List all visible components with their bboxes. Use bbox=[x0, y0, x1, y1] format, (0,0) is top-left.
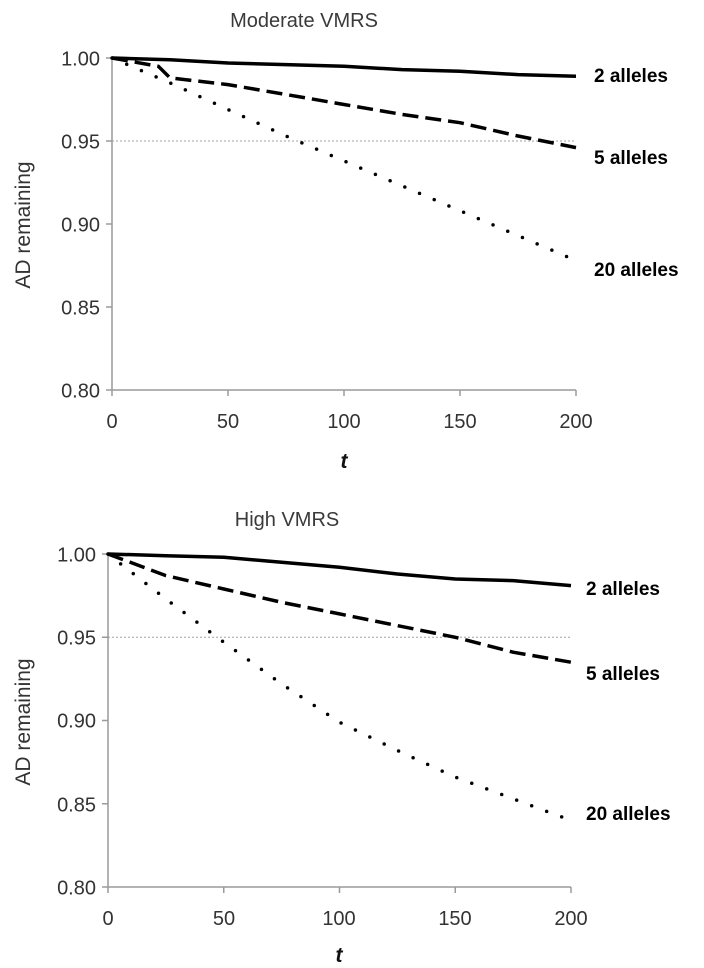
y-axis-label: AD remaining bbox=[12, 658, 35, 785]
plot-area bbox=[106, 56, 578, 396]
x-tick-label: 100 bbox=[322, 908, 355, 930]
panel-moderate-vmrs: Moderate VMRS AD remaining t 0.80 0.85 0… bbox=[12, 10, 679, 473]
series-line-2-alleles bbox=[111, 56, 577, 79]
chart-title: Moderate VMRS bbox=[230, 10, 378, 32]
series-label-20-alleles: 20 alleles bbox=[594, 260, 679, 281]
series-label-20-alleles: 20 alleles bbox=[586, 804, 671, 825]
y-tick-label: 1.00 bbox=[61, 48, 100, 70]
y-tick-label: 0.95 bbox=[61, 131, 100, 153]
y-tick-label: 0.80 bbox=[61, 380, 100, 402]
x-tick-label: 150 bbox=[443, 411, 476, 433]
x-tick-label: 200 bbox=[554, 908, 587, 930]
series-line-20-alleles bbox=[106, 552, 573, 823]
y-tick-label: 1.00 bbox=[57, 544, 96, 566]
y-tick-label: 0.95 bbox=[57, 627, 96, 649]
series-line-5-alleles bbox=[111, 56, 577, 150]
series-line-2-alleles bbox=[107, 552, 572, 588]
y-tick-label: 0.90 bbox=[57, 710, 96, 732]
x-tick-label: 50 bbox=[213, 908, 235, 930]
series-line-5-alleles bbox=[107, 552, 572, 664]
x-tick-label: 0 bbox=[102, 908, 113, 930]
y-axis-label: AD remaining bbox=[12, 161, 35, 288]
x-axis-label: t bbox=[341, 450, 349, 473]
series-label-2-alleles: 2 alleles bbox=[586, 579, 660, 600]
x-tick-label: 0 bbox=[106, 411, 117, 433]
chart-title: High VMRS bbox=[235, 509, 339, 531]
series-label-2-alleles: 2 alleles bbox=[594, 66, 668, 87]
panel-high-vmrs: High VMRS AD remaining t 0.80 0.85 0.90 … bbox=[12, 509, 671, 967]
x-tick-label: 150 bbox=[438, 908, 471, 930]
x-axis-label: t bbox=[336, 944, 344, 967]
plot-area bbox=[102, 552, 573, 893]
series-label-5-alleles: 5 alleles bbox=[586, 664, 660, 685]
series-label-5-alleles: 5 alleles bbox=[594, 148, 668, 169]
y-tick-label: 0.85 bbox=[57, 794, 96, 816]
x-tick-label: 100 bbox=[327, 411, 360, 433]
series-line-20-alleles bbox=[110, 56, 578, 263]
y-tick-label: 0.85 bbox=[61, 297, 100, 319]
x-tick-label: 200 bbox=[559, 411, 592, 433]
y-tick-label: 0.80 bbox=[57, 877, 96, 899]
y-tick-label: 0.90 bbox=[61, 214, 100, 236]
x-tick-label: 50 bbox=[217, 411, 239, 433]
